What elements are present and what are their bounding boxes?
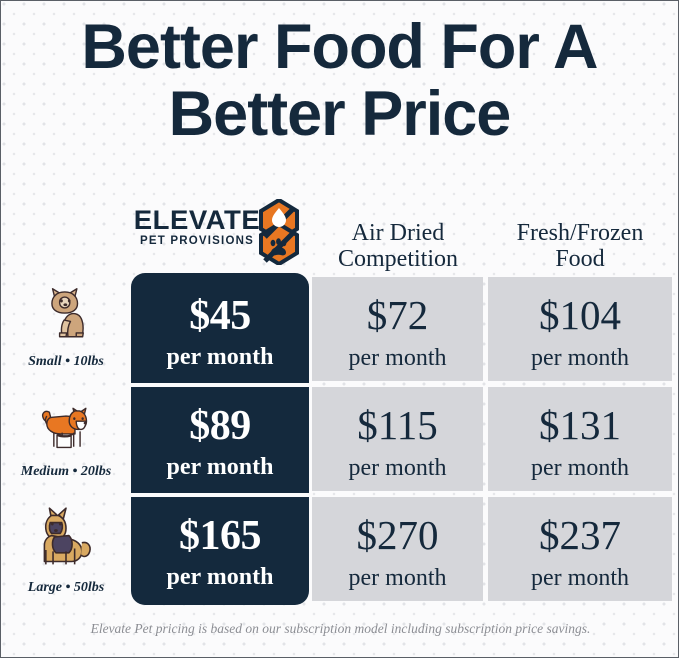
air-dried-price-large: $270 [356,512,439,558]
title-line-2: Better Price [168,79,512,150]
elevate-per-month-small: per month [166,344,274,370]
air-dried-price-medium: $115 [357,402,438,448]
elevate-logo: ELEVATE PET PROVISIONS [131,197,309,267]
elevate-per-month-medium: per month [166,454,274,480]
column-header-air-dried: Air Dried Competition [309,220,487,273]
elevate-price-column: $45 per month $89 per month $165 per mon… [131,273,309,605]
fresh-frozen-per-month-medium: per month [531,455,629,481]
fresh-frozen-price-cell-small: $104 per month [488,277,672,381]
air-dried-per-month-medium: per month [348,455,447,481]
column-header-fresh-frozen: Fresh/Frozen Food [487,220,673,273]
elevate-price-cell-small: $45 per month [131,277,309,383]
fresh-frozen-price-cell-large: $237 per month [488,497,672,601]
elevate-price-small: $45 [189,293,251,339]
french-bulldog-icon [51,288,84,338]
shiba-inu-icon [41,407,88,449]
table-row-large-size-cell: Large • 50lbs [1,497,131,613]
fresh-frozen-price-large: $237 [539,512,621,558]
elevate-price-cell-large: $165 per month [131,497,309,603]
size-label-large: Large • 50lbs [27,580,105,595]
air-dried-price-cell-small: $72 per month [312,277,483,381]
elevate-price-large: $165 [179,513,262,559]
pricing-table-body: Small • 10lbs [1,273,678,613]
size-column: Small • 10lbs [1,277,131,613]
logo-wordmark-text: ELEVATE [133,205,261,235]
german-shepherd-icon [43,507,91,565]
fresh-frozen-per-month-large: per month [531,565,629,591]
air-dried-per-month-small: per month [348,345,447,371]
title-line-1: Better Food For A [81,12,598,82]
pricing-footnote: Elevate Pet pricing is based on our subs… [90,621,591,636]
size-label-small: Small • 10lbs [28,354,104,369]
row-divider [131,493,309,497]
poster-title: Better Food For A Better Price [1,1,678,145]
air-dried-per-month-large: per month [348,565,447,591]
column-header-fresh-frozen-line2: Food [555,245,605,272]
size-label-medium: Medium • 20lbs [20,464,112,479]
elevate-price-cell-medium: $89 per month [131,387,309,493]
column-header-fresh-frozen-line1: Fresh/Frozen [516,220,644,246]
air-dried-price-small: $72 [366,292,429,338]
air-dried-price-cell-large: $270 per month [312,497,483,601]
table-header-row: ELEVATE PET PROVISIONS [1,197,678,272]
row-divider [131,383,309,387]
elevate-paw-hexagon-icon [249,197,309,267]
column-header-air-dried-line2: Competition [338,245,458,272]
table-row-medium-size-cell: Medium • 20lbs [1,387,131,497]
elevate-per-month-large: per month [166,564,274,590]
air-dried-price-cell-medium: $115 per month [312,387,483,491]
logo-tagline-text: PET PROVISIONS [140,235,254,247]
table-row-small-size-cell: Small • 10lbs [1,277,131,387]
column-header-air-dried-line1: Air Dried [351,220,445,246]
fresh-frozen-price-cell-medium: $131 per month [488,387,672,491]
elevate-price-medium: $89 [189,403,251,449]
logo-wordmark-group: ELEVATE PET PROVISIONS [133,207,261,248]
fresh-frozen-per-month-small: per month [531,345,629,371]
fresh-frozen-price-small: $104 [539,292,621,338]
fresh-frozen-price-medium: $131 [539,402,621,448]
